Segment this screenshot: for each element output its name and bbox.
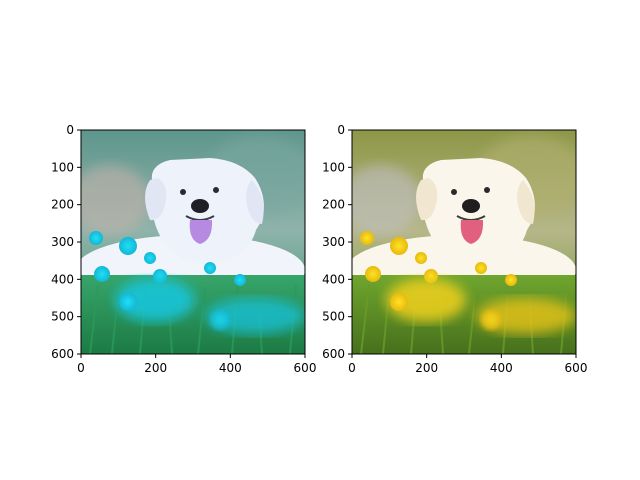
y-tick-label: 600	[51, 347, 74, 361]
image-panel-channel-swapped	[80, 129, 306, 355]
y-tick-label: 0	[66, 123, 74, 137]
x-tick-label: 0	[77, 361, 85, 375]
x-tick-label: 200	[144, 361, 167, 375]
y-tick-label: 200	[51, 198, 74, 212]
y-tick-label: 400	[322, 272, 345, 286]
y-tick-label: 500	[51, 310, 74, 324]
y-tick-label: 300	[51, 235, 74, 249]
y-tick-label: 600	[322, 347, 345, 361]
dog-right	[416, 158, 535, 265]
y-tick-label: 500	[322, 310, 345, 324]
image-panel-original	[351, 129, 577, 355]
flowers-right	[360, 231, 576, 334]
x-tick-label: 400	[219, 361, 242, 375]
y-tick-label: 200	[322, 198, 345, 212]
y-tick-label: 400	[51, 272, 74, 286]
y-tick-label: 100	[51, 160, 74, 174]
x-tick-label: 0	[348, 361, 356, 375]
dog-left	[145, 158, 264, 265]
y-tick-label: 300	[322, 235, 345, 249]
x-tick-label: 400	[490, 361, 513, 375]
x-tick-label: 200	[415, 361, 438, 375]
y-tick-label: 0	[337, 123, 345, 137]
flowers-left	[89, 231, 305, 334]
x-tick-label: 600	[294, 361, 317, 375]
x-tick-label: 600	[565, 361, 588, 375]
y-tick-label: 100	[322, 160, 345, 174]
